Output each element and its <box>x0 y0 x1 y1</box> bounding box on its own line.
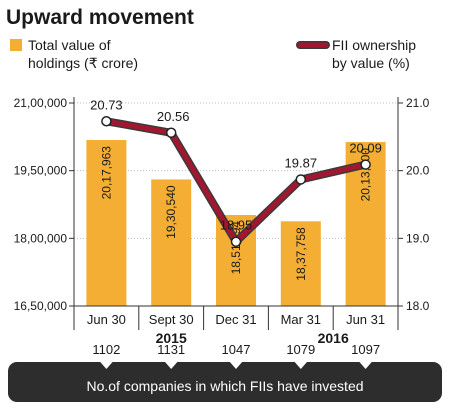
companies-pointer <box>229 361 243 369</box>
companies-caption: No.of companies in which FIIs have inves… <box>86 378 363 394</box>
year-label: 2015 <box>156 330 187 346</box>
bar-data-label: 19,30,540 <box>164 185 178 239</box>
companies-pointer <box>164 361 179 369</box>
y-left-tick-label: 19,50,000 <box>14 164 68 178</box>
year-label: 2016 <box>318 330 349 346</box>
fii-point <box>360 159 371 170</box>
x-tick-label: Sept 30 <box>149 312 194 327</box>
fii-data-label: 20.09 <box>349 141 382 156</box>
y-right-tick-label: 18.0 <box>406 299 430 313</box>
chart-title: Upward movement <box>6 6 194 29</box>
fii-data-label: 20.56 <box>157 109 190 124</box>
y-left-tick-label: 16,50,000 <box>14 299 68 313</box>
x-tick-label: Jun 30 <box>87 312 126 327</box>
legend-bar-label-line2: holdings (₹ crore) <box>28 55 138 71</box>
bar <box>86 140 127 306</box>
companies-count: 1079 <box>286 342 315 357</box>
bar <box>280 221 321 306</box>
fii-data-label: 18.95 <box>220 218 253 233</box>
companies-count: 1047 <box>222 342 251 357</box>
bar-data-label: 20,13,500 <box>359 148 373 202</box>
legend-line-label-line2: by value (%) <box>332 55 410 71</box>
companies-band <box>8 362 442 402</box>
fii-data-label: 19.87 <box>285 155 318 170</box>
x-tick-label: Mar 31 <box>281 312 321 327</box>
companies-pointer <box>99 361 114 369</box>
x-tick-label: Dec 31 <box>215 312 256 327</box>
legend-line-label-line1: FII ownership <box>332 37 416 53</box>
x-tick-label: Jun 31 <box>346 312 385 327</box>
legend-bar-swatch <box>10 39 22 51</box>
companies-pointer <box>293 361 308 369</box>
fii-point <box>165 127 177 139</box>
y-right-tick-label: 19.0 <box>406 231 430 245</box>
legend-bar-label-line1: Total value of <box>28 37 111 53</box>
y-left-tick-label: 21,00,000 <box>14 96 68 110</box>
companies-count: 1102 <box>92 342 120 357</box>
fii-data-label: 20.73 <box>90 97 123 112</box>
companies-count: 1131 <box>157 342 185 357</box>
y-right-tick-label: 21.0 <box>406 96 430 110</box>
fii-point <box>101 116 112 127</box>
bar <box>151 179 192 306</box>
y-right-tick-label: 20.0 <box>406 164 430 178</box>
companies-count: 1097 <box>351 342 380 357</box>
y-left-tick-label: 18,00,000 <box>14 231 68 245</box>
bar-data-label: 18,37,758 <box>294 227 308 281</box>
bar-data-label: 20,17,963 <box>99 146 113 200</box>
companies-pointer <box>358 361 373 369</box>
fii-point <box>295 174 307 185</box>
fii-point <box>230 236 242 247</box>
